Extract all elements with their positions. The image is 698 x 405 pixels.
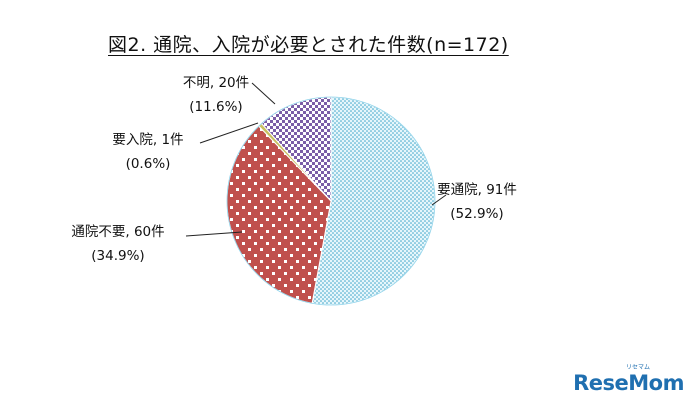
- slice-label-2: 要入院, 1件: [112, 132, 183, 148]
- watermark-small-text: リセマム: [625, 364, 650, 371]
- leader-line-2: [199, 122, 259, 144]
- slice-label-3: 不明, 20件: [183, 75, 249, 91]
- slice-percent-0: (52.9%): [450, 206, 503, 222]
- slice-percent-3: (11.6%): [189, 99, 242, 115]
- leader-line-3: [251, 82, 276, 105]
- slice-percent-2: (0.6%): [126, 156, 171, 172]
- slice-label-1: 通院不要, 60件: [71, 224, 164, 240]
- chart-title: 図2. 通院、入院が必要とされた件数(n=172): [108, 34, 509, 56]
- leader-line-1: [185, 231, 243, 237]
- watermark-logo: ReseMom: [573, 371, 684, 395]
- pie-outline: [226, 96, 436, 306]
- slice-percent-1: (34.9%): [91, 248, 144, 264]
- slice-label-0: 要通院, 91件: [437, 182, 517, 198]
- leader-line-0: [431, 194, 447, 206]
